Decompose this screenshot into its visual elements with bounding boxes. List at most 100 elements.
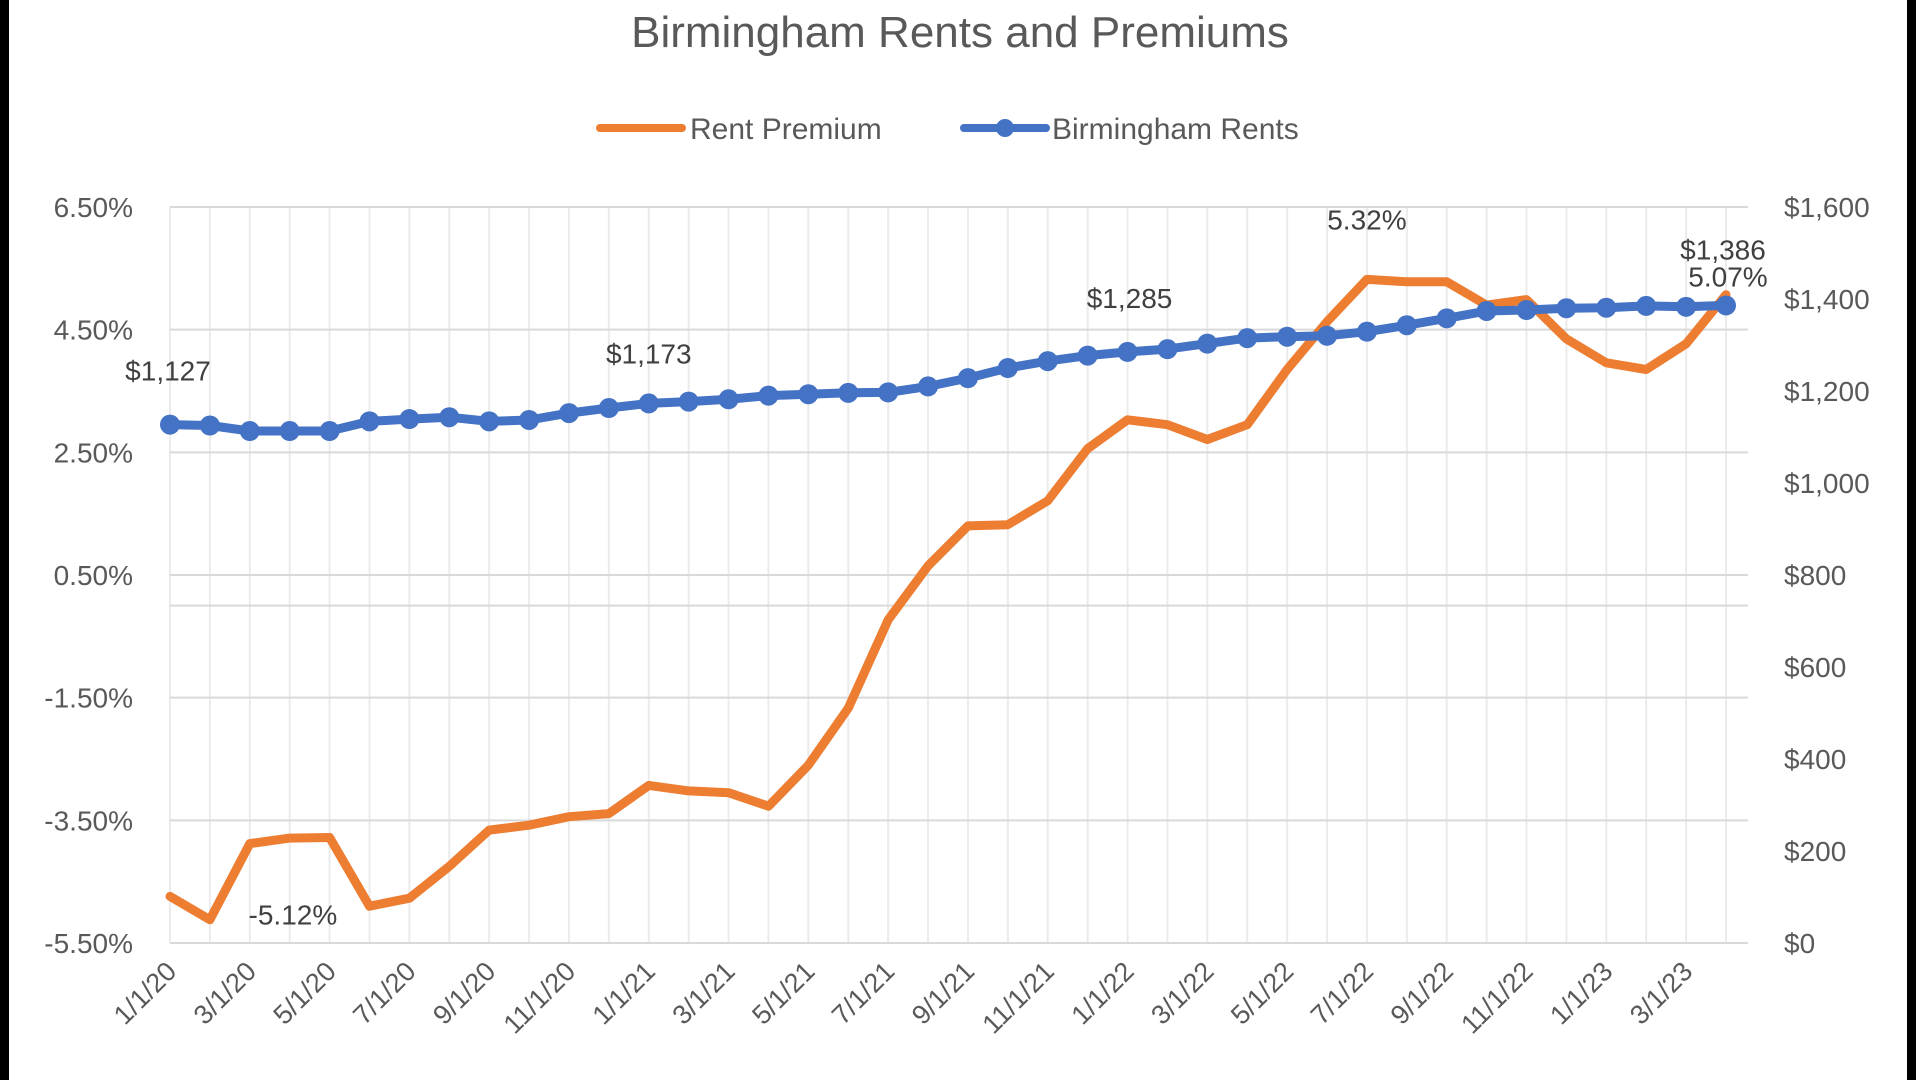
data-label: 5.07% — [1688, 262, 1767, 293]
frame-border-right — [1907, 0, 1916, 1080]
right-axis-tick-labels: $0 $200 $400 $600 $800 $1,000 $1,200 $1,400 $1,6… — [1784, 192, 1870, 959]
data-point-birmingham-rents — [1716, 295, 1736, 316]
data-point-birmingham-rents — [798, 384, 819, 405]
data-point-birmingham-rents — [1636, 295, 1657, 316]
legend-marker-birmingham-rents — [996, 119, 1014, 137]
data-point-birmingham-rents — [957, 368, 978, 389]
right-axis-tick-label: $600 — [1784, 652, 1846, 683]
series-line-rent-premium — [165, 274, 1731, 925]
data-point-birmingham-rents — [558, 403, 579, 424]
data-point-birmingham-rents — [1596, 297, 1617, 318]
data-point-birmingham-rents — [279, 421, 300, 442]
left-axis-tick-labels: -5.50% -3.50% -1.50% 0.50% 2.50% 4.50% 6.50% — [44, 192, 133, 959]
x-axis-tick-label: 5/1/20 — [268, 956, 342, 1030]
data-point-birmingham-rents — [1237, 328, 1258, 349]
x-axis-tick-label: 3/1/21 — [667, 956, 741, 1030]
data-label: $1,285 — [1087, 283, 1173, 314]
data-point-birmingham-rents — [758, 385, 779, 406]
data-point-birmingham-rents — [1077, 345, 1098, 366]
x-axis-tick-label: 7/1/21 — [826, 956, 900, 1030]
data-point-birmingham-rents — [997, 358, 1018, 378]
series-line-birmingham-rents — [165, 300, 1731, 436]
left-axis-tick-label: 0.50% — [54, 560, 133, 591]
left-axis-tick-label: -1.50% — [44, 683, 133, 714]
data-point-birmingham-rents — [838, 382, 859, 403]
legend-item-rent-premium[interactable]: Rent Premium — [596, 113, 882, 146]
x-axis-tick-label: 1/1/23 — [1544, 956, 1618, 1030]
x-axis-tick-label: 3/1/22 — [1145, 956, 1219, 1030]
x-axis-tick-label: 1/1/21 — [587, 956, 661, 1030]
left-axis-tick-label: 6.50% — [54, 192, 133, 223]
data-point-birmingham-rents — [638, 393, 659, 414]
data-point-birmingham-rents — [519, 409, 540, 430]
data-label: 5.32% — [1327, 204, 1406, 235]
x-axis-tick-label: 11/1/22 — [1455, 956, 1539, 1040]
legend-label-rent-premium: Rent Premium — [690, 113, 882, 146]
right-axis-tick-label: $1,400 — [1784, 284, 1870, 315]
x-axis-tick-label: 9/1/20 — [427, 956, 501, 1030]
series-rent-premium — [165, 274, 1731, 925]
x-axis-tick-label: 3/1/20 — [188, 956, 262, 1030]
data-point-birmingham-rents — [878, 382, 899, 403]
data-point-birmingham-rents — [479, 411, 500, 432]
right-axis-tick-label: $1,000 — [1784, 468, 1870, 499]
data-label: $1,386 — [1680, 234, 1766, 265]
x-axis-tick-label: 5/1/22 — [1225, 956, 1299, 1030]
right-axis-tick-label: $400 — [1784, 744, 1846, 775]
data-point-birmingham-rents — [1396, 315, 1417, 336]
x-axis-tick-label: 9/1/22 — [1385, 956, 1459, 1030]
right-axis-tick-label: $1,600 — [1784, 192, 1870, 223]
series-birmingham-rents — [160, 295, 1736, 442]
gridlines — [169, 206, 1748, 944]
data-point-birmingham-rents — [160, 414, 180, 435]
data-point-birmingham-rents — [918, 376, 939, 397]
right-axis-tick-label: $0 — [1784, 928, 1815, 959]
data-point-birmingham-rents — [1436, 308, 1457, 329]
data-point-birmingham-rents — [199, 415, 220, 436]
data-point-birmingham-rents — [598, 398, 619, 419]
data-point-birmingham-rents — [1037, 351, 1058, 372]
x-axis-tick-label: 1/1/22 — [1065, 956, 1139, 1030]
x-axis-tick-label: 7/1/22 — [1305, 956, 1379, 1030]
x-axis-tick-label: 5/1/21 — [746, 956, 820, 1030]
data-label: -5.12% — [249, 900, 338, 931]
x-axis-tick-label: 1/1/20 — [108, 956, 182, 1030]
x-axis-tick-label: 11/1/21 — [976, 956, 1060, 1040]
data-point-birmingham-rents — [1117, 341, 1138, 362]
chart-title: Birmingham Rents and Premiums — [631, 8, 1289, 57]
data-point-birmingham-rents — [319, 421, 340, 442]
data-label: $1,173 — [606, 338, 692, 369]
data-point-birmingham-rents — [239, 421, 260, 442]
right-axis-tick-label: $200 — [1784, 836, 1846, 867]
data-point-birmingham-rents — [359, 411, 380, 432]
x-axis-tick-label: 11/1/20 — [498, 956, 582, 1040]
data-point-birmingham-rents — [1516, 300, 1537, 321]
data-point-birmingham-rents — [1476, 300, 1497, 321]
x-axis-tick-label: 3/1/23 — [1624, 956, 1698, 1030]
series — [160, 274, 1736, 925]
legend-label-birmingham-rents: Birmingham Rents — [1052, 113, 1299, 146]
legend-item-birmingham-rents[interactable]: Birmingham Rents — [960, 113, 1299, 146]
left-axis-tick-label: 2.50% — [54, 437, 133, 468]
x-axis-tick-label: 9/1/21 — [906, 956, 980, 1030]
left-axis-tick-label: -3.50% — [44, 805, 133, 836]
data-point-birmingham-rents — [1676, 296, 1697, 317]
left-axis-tick-label: 4.50% — [54, 315, 133, 346]
right-axis-tick-label: $1,200 — [1784, 376, 1870, 407]
data-point-birmingham-rents — [439, 407, 460, 428]
data-point-birmingham-rents — [1317, 325, 1338, 346]
data-point-birmingham-rents — [1556, 298, 1577, 319]
right-axis-tick-label: $800 — [1784, 560, 1846, 591]
data-point-birmingham-rents — [1356, 321, 1377, 342]
frame-border-left — [0, 0, 9, 1080]
legend: Rent Premium Birmingham Rents — [596, 113, 1299, 146]
data-point-birmingham-rents — [1197, 333, 1218, 354]
data-label: $1,127 — [125, 356, 211, 387]
data-point-birmingham-rents — [1157, 339, 1178, 360]
data-point-birmingham-rents — [399, 409, 420, 430]
left-axis-tick-label: -5.50% — [44, 928, 133, 959]
data-point-birmingham-rents — [678, 391, 699, 412]
x-axis-tick-label: 7/1/20 — [347, 956, 421, 1030]
